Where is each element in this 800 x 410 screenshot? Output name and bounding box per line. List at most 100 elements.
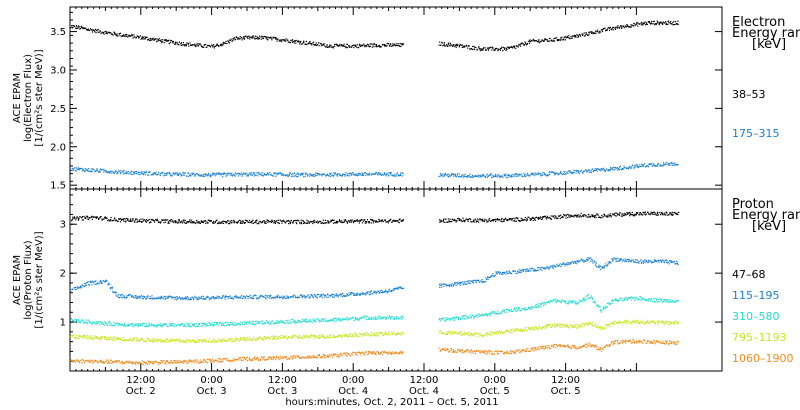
data-point xyxy=(466,318,468,320)
data-point xyxy=(475,282,477,284)
data-point xyxy=(615,257,617,260)
data-point xyxy=(174,220,176,222)
data-point xyxy=(293,321,295,323)
data-point xyxy=(593,260,596,262)
data-point xyxy=(278,322,280,324)
data-point xyxy=(91,281,93,283)
data-point xyxy=(164,174,166,176)
data-point xyxy=(87,319,89,321)
data-point xyxy=(447,319,449,321)
data-point xyxy=(147,324,149,326)
data-point xyxy=(384,173,386,175)
data-point xyxy=(480,174,482,176)
data-point xyxy=(668,214,670,216)
data-point xyxy=(376,221,378,223)
data-point xyxy=(497,271,500,273)
data-point xyxy=(306,320,308,323)
data-point xyxy=(130,35,132,37)
data-point xyxy=(457,217,459,219)
data-point xyxy=(80,320,82,322)
data-point xyxy=(530,268,533,270)
data-point xyxy=(204,323,207,325)
data-point xyxy=(258,321,261,323)
data-point xyxy=(177,323,179,326)
data-point xyxy=(353,173,355,175)
data-point xyxy=(496,176,499,178)
data-point xyxy=(633,25,635,27)
data-point xyxy=(310,320,312,323)
data-point xyxy=(598,264,600,266)
data-point xyxy=(326,222,328,224)
data-point xyxy=(204,220,206,222)
data-point xyxy=(558,265,560,267)
data-point xyxy=(289,221,291,224)
data-point xyxy=(666,261,668,263)
data-point xyxy=(322,173,324,175)
data-point xyxy=(529,267,531,270)
data-point xyxy=(676,212,678,214)
data-point xyxy=(569,216,571,218)
data-point xyxy=(548,171,550,174)
data-point xyxy=(263,35,265,38)
data-point xyxy=(601,169,603,171)
data-point xyxy=(391,316,393,318)
data-point xyxy=(650,213,652,215)
data-point xyxy=(363,293,365,295)
data-point xyxy=(206,324,208,326)
data-point xyxy=(202,295,205,298)
data-point xyxy=(364,293,366,295)
data-point xyxy=(299,320,301,322)
data-point xyxy=(656,165,658,167)
data-point xyxy=(180,299,182,301)
data-point xyxy=(226,42,228,45)
data-point xyxy=(169,39,171,41)
data-point xyxy=(278,297,280,299)
data-point xyxy=(239,174,241,176)
data-point xyxy=(211,324,213,326)
data-point xyxy=(490,275,492,277)
data-point xyxy=(637,212,639,214)
data-point xyxy=(282,39,284,41)
data-point xyxy=(199,174,201,176)
data-point xyxy=(482,218,484,220)
data-point xyxy=(193,323,195,325)
data-point xyxy=(168,220,171,222)
data-point xyxy=(162,297,164,299)
data-point xyxy=(140,172,142,174)
data-point xyxy=(200,298,202,300)
data-point xyxy=(574,261,576,263)
data-point xyxy=(640,165,642,167)
data-point xyxy=(116,295,118,298)
data-point xyxy=(212,325,214,327)
data-point xyxy=(127,324,129,326)
data-point xyxy=(171,219,173,221)
data-point xyxy=(400,172,402,174)
data-point xyxy=(95,216,97,218)
data-point xyxy=(570,262,572,264)
data-point xyxy=(203,220,205,222)
data-point xyxy=(202,322,204,324)
data-point xyxy=(372,319,374,321)
data-point xyxy=(92,168,94,170)
data-point xyxy=(174,172,176,174)
data-point xyxy=(626,212,628,214)
data-point xyxy=(166,40,168,42)
data-point xyxy=(543,268,545,270)
data-point xyxy=(355,174,357,176)
data-point xyxy=(192,44,194,46)
data-point xyxy=(612,213,614,215)
data-point xyxy=(591,168,594,170)
data-point xyxy=(600,217,602,219)
data-point xyxy=(152,324,154,326)
data-point xyxy=(98,283,100,285)
data-point xyxy=(525,42,527,44)
data-point xyxy=(91,170,93,172)
data-point xyxy=(482,220,484,222)
data-point xyxy=(248,322,250,324)
data-point xyxy=(261,36,263,38)
data-point xyxy=(379,172,381,174)
data-point xyxy=(582,172,584,174)
data-point xyxy=(235,324,237,326)
data-point xyxy=(233,324,235,326)
data-point xyxy=(322,293,324,295)
